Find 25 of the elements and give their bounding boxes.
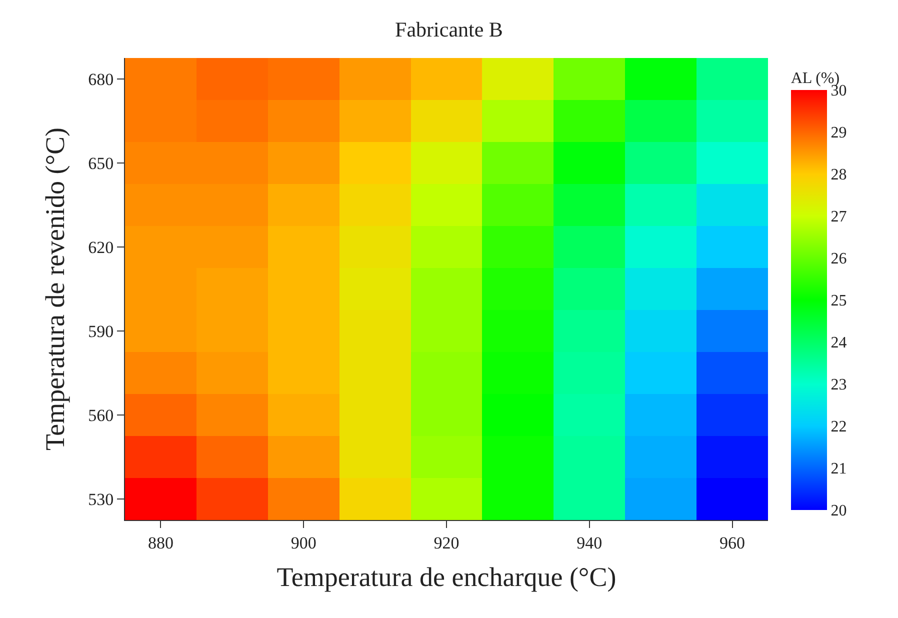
color-bar-label: 28	[830, 166, 847, 184]
color-bar-label: 29	[830, 124, 847, 142]
color-bar-title: AL (%)	[790, 70, 840, 87]
x-tick-label: 920	[434, 533, 460, 552]
y-tick-label: 680	[88, 70, 114, 89]
color-bar-label: 24	[830, 334, 847, 352]
color-bar-label: 20	[830, 502, 847, 520]
y-tick-label: 560	[88, 406, 114, 425]
color-bar-label: 26	[830, 250, 847, 268]
y-axis-title: Temperatura de revenido (°C)	[40, 127, 70, 451]
x-tick-label: 880	[148, 533, 174, 552]
x-tick-label: 960	[720, 533, 746, 552]
x-tick-label: 900	[290, 533, 316, 552]
y-tick-label: 590	[88, 322, 114, 341]
chart-title: Fabricante B	[395, 17, 503, 42]
color-bar-label: 22	[830, 418, 847, 436]
color-bar-label: 23	[830, 376, 847, 394]
color-bar-label: 21	[830, 460, 847, 478]
color-bar-label: 25	[830, 292, 847, 310]
y-tick-label: 620	[88, 238, 114, 257]
x-axis-title: Temperatura de encharque (°C)	[276, 562, 616, 592]
x-tick-label: 940	[576, 533, 602, 552]
y-tick-label: 530	[88, 490, 114, 509]
y-tick-label: 650	[88, 154, 114, 173]
color-bar-label: 27	[830, 208, 847, 226]
